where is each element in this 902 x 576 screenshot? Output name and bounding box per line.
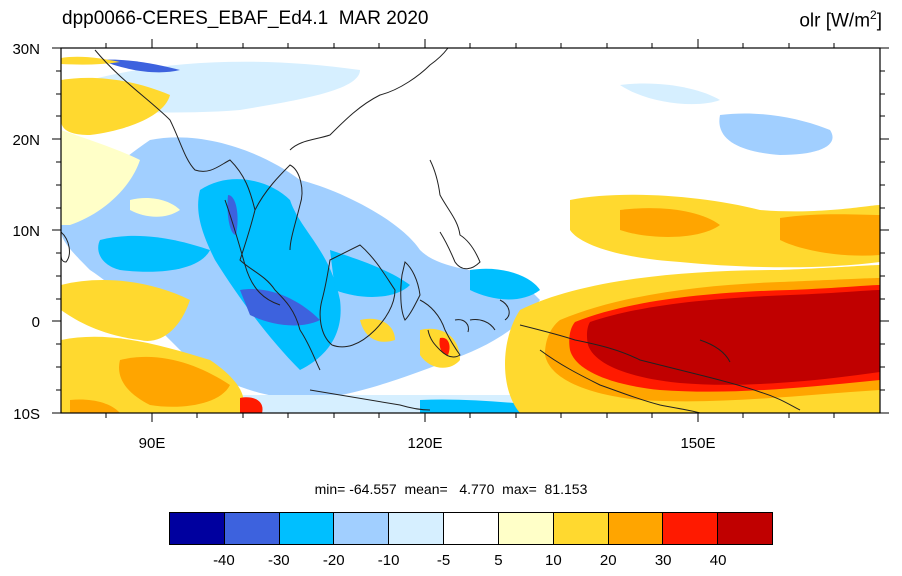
colorbar-box [663,513,719,544]
colorbar-label: -5 [436,552,451,569]
anomaly-map: 30N 20N 10N 0 10S 90E 120E 150E [12,39,889,452]
colorbar-box [170,513,225,544]
colorbar-box [553,513,609,544]
lon-ticks [105,39,835,422]
units-end: ] [876,10,882,32]
colorbar-label: -30 [267,552,290,569]
units-main: olr [W/m [799,10,871,32]
lon-labels: 90E 120E 150E [139,435,716,452]
lat-label: 20N [12,132,40,149]
lat-labels: 30N 20N 10N 0 10S [12,41,40,423]
colorbar-label: 5 [494,552,503,569]
colorbar-label: 10 [545,552,562,569]
colorbar-box [498,513,554,544]
lon-label: 120E [407,435,442,452]
colorbar-box [718,513,772,544]
colorbar-box [608,513,664,544]
colorbar-labels: -40 -30 -20 -10 -5 5 10 20 30 40 [169,552,773,572]
stats-summary: min= -64.557 mean= 4.770 max= 81.153 [314,481,588,497]
colorbar-label: -20 [322,552,345,569]
map-title: dpp0066-CERES_EBAF_Ed4.1 MAR 2020 [62,8,429,29]
colorbar-label: -10 [377,552,400,569]
lat-label: 30N [12,41,40,58]
colorbar [169,512,773,545]
colorbar-label: 30 [654,552,672,569]
colorbar-box [444,513,499,544]
colorbar-box [389,513,445,544]
colorbar-box [224,513,280,544]
variable-units-label: olr [W/m2] [799,8,882,32]
colorbar-box [279,513,335,544]
lon-label: 150E [680,435,715,452]
lat-label: 10S [13,406,40,423]
lon-label: 90E [139,435,166,452]
lat-label: 0 [32,314,40,331]
colorbar-label: 40 [709,552,727,569]
colorbar-box [334,513,390,544]
lat-label: 10N [12,223,40,240]
olr-field [61,56,880,413]
units-superscript: 2 [870,8,877,22]
coastlines [61,48,801,413]
colorbar-label: -40 [213,552,235,569]
lat-ticks [52,47,889,414]
colorbar-label: 20 [599,552,617,569]
